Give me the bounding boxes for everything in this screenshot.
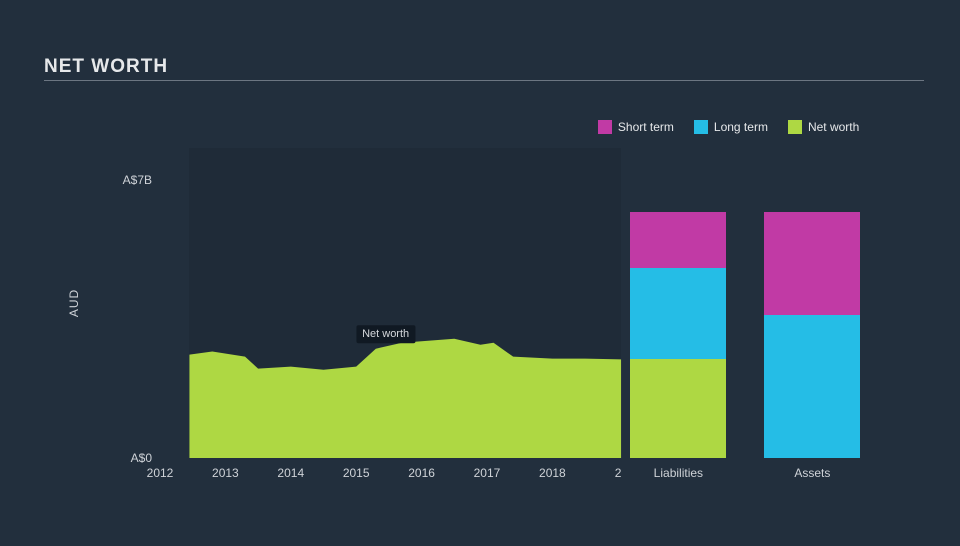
bar-assets-long_term [764, 315, 860, 458]
y-axis-label-container: AUD [72, 148, 76, 458]
x-tick-year: 2013 [212, 466, 239, 480]
legend-swatch [788, 120, 802, 134]
legend-label: Short term [618, 120, 674, 134]
legend-label: Net worth [808, 120, 859, 134]
plot-area: Net worth [160, 148, 915, 458]
net-worth-area-fill [189, 339, 621, 458]
legend-label: Long term [714, 120, 768, 134]
x-tick-year: 2015 [343, 466, 370, 480]
x-tick-year-truncated: 2 [615, 466, 622, 480]
x-tick-year: 2016 [408, 466, 435, 480]
x-tick-year: 2012 [147, 466, 174, 480]
page-title: NET WORTH [44, 56, 168, 78]
legend-item-net_worth: Net worth [788, 120, 859, 134]
legend: Short term Long term Net worth [598, 120, 859, 134]
y-axis-label: AUD [67, 289, 81, 317]
legend-swatch [598, 120, 612, 134]
bar-liabilities-short_term [630, 212, 726, 268]
bar-assets-short_term [764, 212, 860, 315]
net-worth-area [160, 148, 624, 458]
y-tick: A$7B [102, 173, 152, 187]
legend-swatch [694, 120, 708, 134]
net-worth-chart: { "title": "NET WORTH", "background_colo… [0, 0, 960, 546]
bar-liabilities-long_term [630, 268, 726, 359]
legend-item-long_term: Long term [694, 120, 768, 134]
bar-liabilities-net_worth [630, 359, 726, 458]
stacked-bars [630, 148, 915, 458]
x-tick-bar: Assets [794, 466, 830, 480]
x-tick-year: 2017 [474, 466, 501, 480]
x-tick-bar: Liabilities [654, 466, 703, 480]
x-tick-year: 2018 [539, 466, 566, 480]
tooltip: Net worth [356, 325, 415, 343]
title-underline [44, 80, 924, 81]
x-tick-year: 2014 [277, 466, 304, 480]
y-tick: A$0 [102, 451, 152, 465]
legend-item-short_term: Short term [598, 120, 674, 134]
